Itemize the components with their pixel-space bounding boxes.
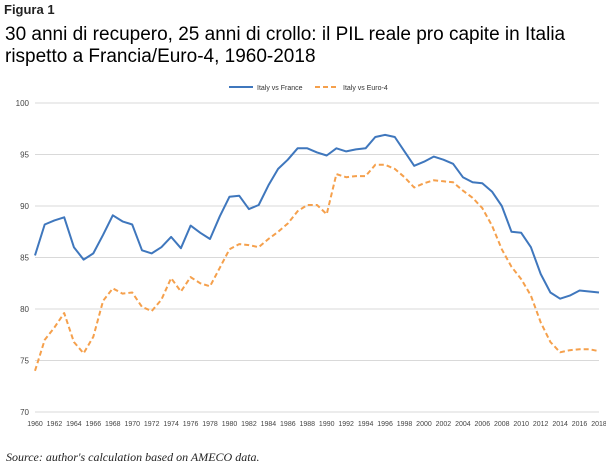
y-tick-label: 95 bbox=[20, 151, 29, 160]
series-line-italy-vs-euro4 bbox=[34, 163, 600, 372]
legend-italy-vs-france-label: Italy vs France bbox=[257, 85, 303, 92]
x-tick-label: 2014 bbox=[552, 421, 568, 428]
y-tick-label: 75 bbox=[20, 357, 29, 366]
x-tick-label: 2012 bbox=[533, 421, 549, 428]
x-tick-label: 2008 bbox=[494, 421, 510, 428]
x-tick-label: 1970 bbox=[124, 421, 140, 428]
x-tick-label: 2018 bbox=[591, 421, 606, 428]
x-tick-label: 1962 bbox=[47, 421, 63, 428]
line-chart: 70 75 80 85 90 95 100 1960 1962 1964 1966 1968 1970 1… bbox=[16, 85, 606, 428]
y-tick-label: 90 bbox=[20, 202, 29, 211]
x-tick-label: 2000 bbox=[416, 421, 432, 428]
x-tick-label: 1984 bbox=[261, 421, 277, 428]
x-tick-label: 2016 bbox=[572, 421, 588, 428]
x-tick-label: 2010 bbox=[513, 421, 529, 428]
x-tick-label: 1998 bbox=[397, 421, 413, 428]
chart-title-line-2: rispetto a Francia/Euro-4, 1960-2018 bbox=[5, 46, 316, 67]
x-tick-label: 1978 bbox=[202, 421, 218, 428]
y-tick-label: 80 bbox=[20, 305, 29, 314]
y-tick-label: 100 bbox=[16, 99, 30, 108]
y-tick-label: 85 bbox=[20, 254, 29, 263]
x-tick-label: 1996 bbox=[377, 421, 393, 428]
x-tick-label: 1968 bbox=[105, 421, 121, 428]
x-tick-label: 1976 bbox=[183, 421, 199, 428]
x-tick-label: 1966 bbox=[86, 421, 102, 428]
source-note: Source: author's calculation based on AM… bbox=[6, 450, 260, 464]
x-tick-label: 1992 bbox=[338, 421, 354, 428]
chart-title-line-1: 30 anni di recupero, 25 anni di crollo: … bbox=[5, 24, 566, 45]
x-tick-label: 1972 bbox=[144, 421, 160, 428]
x-tick-label: 1980 bbox=[222, 421, 238, 428]
x-tick-label: 1974 bbox=[163, 421, 179, 428]
x-tick-label: 1960 bbox=[27, 421, 43, 428]
x-tick-label: 1990 bbox=[319, 421, 335, 428]
x-tick-label: 2006 bbox=[475, 421, 491, 428]
x-tick-label: 1986 bbox=[280, 421, 296, 428]
x-tick-label: 2004 bbox=[455, 421, 471, 428]
series-line-italy-vs-france bbox=[34, 133, 600, 300]
x-tick-label: 1964 bbox=[66, 421, 82, 428]
x-tick-label: 1988 bbox=[299, 421, 315, 428]
x-tick-label: 1994 bbox=[358, 421, 374, 428]
x-tick-label: 2002 bbox=[436, 421, 452, 428]
legend-italy-vs-euro4-label: Italy vs Euro-4 bbox=[343, 85, 388, 92]
y-tick-label: 70 bbox=[20, 408, 29, 417]
figure-label: Figura 1 bbox=[4, 2, 55, 17]
chart-title: 30 anni di recupero, 25 anni di crollo: … bbox=[5, 24, 605, 68]
chart-area: 70 75 80 85 90 95 100 1960 1962 1964 1966 1968 1970 1… bbox=[2, 72, 606, 442]
x-tick-label: 1982 bbox=[241, 421, 257, 428]
